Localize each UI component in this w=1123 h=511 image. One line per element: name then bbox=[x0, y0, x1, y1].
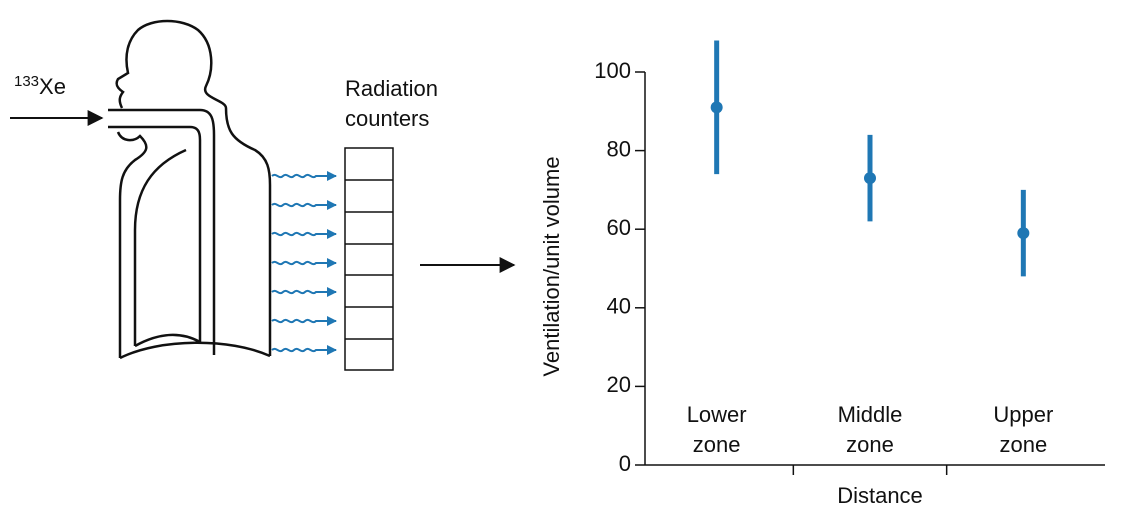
y-tick-label: 60 bbox=[607, 215, 631, 240]
point bbox=[710, 101, 723, 114]
x-tick-label: Middle zone bbox=[837, 402, 903, 457]
radiation-wave bbox=[271, 258, 337, 268]
radiation-waves bbox=[271, 171, 337, 355]
radiation-wave bbox=[271, 345, 337, 355]
point bbox=[1017, 227, 1030, 240]
radiation-wave bbox=[271, 229, 337, 239]
radiation-wave bbox=[271, 200, 337, 210]
detector-label: Radiation counters bbox=[345, 76, 438, 131]
x-tick-label: Upper zone bbox=[993, 402, 1054, 457]
silhouette bbox=[108, 19, 272, 360]
y-tick-label: 20 bbox=[607, 372, 631, 397]
radiation-wave bbox=[271, 287, 337, 297]
y-tick-label: 0 bbox=[619, 451, 631, 476]
x-axis-label: Distance bbox=[837, 483, 923, 508]
y-tick-label: 100 bbox=[594, 58, 631, 83]
y-tick-label: 40 bbox=[607, 294, 631, 319]
radiation-wave bbox=[271, 171, 337, 181]
gas-label: 133Xe bbox=[14, 73, 66, 99]
isotope-mass: 133 bbox=[14, 73, 39, 90]
radiation-wave bbox=[271, 316, 337, 326]
isotope-symbol: Xe bbox=[39, 74, 66, 99]
counter-stack bbox=[344, 147, 394, 371]
y-axis-label: Ventilation/unit volume bbox=[539, 156, 564, 376]
x-tick-label: Lower zone bbox=[686, 402, 747, 457]
y-tick-label: 80 bbox=[607, 136, 631, 161]
point bbox=[864, 172, 876, 185]
